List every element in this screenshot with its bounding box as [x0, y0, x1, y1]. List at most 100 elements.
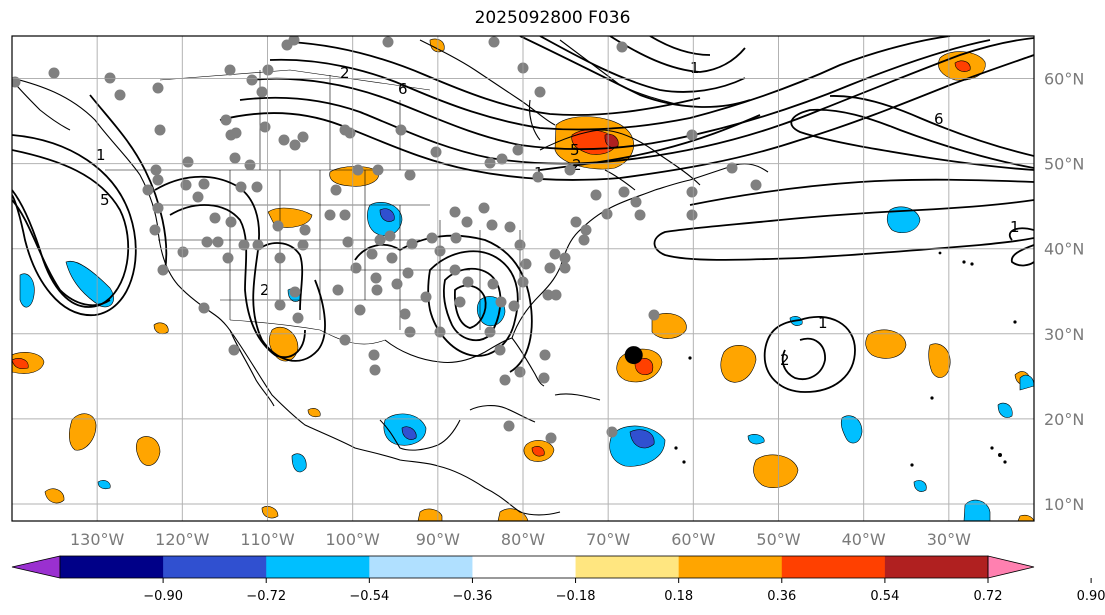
colorbar-tick-label: −0.54 — [349, 589, 389, 604]
colorbar-tick-label: −0.90 — [143, 589, 183, 604]
station-dot — [559, 252, 571, 264]
station-dot — [686, 129, 698, 141]
station-dot — [222, 252, 234, 264]
colorbar-segment — [60, 556, 164, 578]
station-dot — [272, 220, 284, 232]
lon-tick-label: 90°W — [416, 530, 460, 549]
lat-tick-label: 30°N — [1044, 325, 1084, 344]
contour-label: 1 — [96, 146, 106, 164]
colorbar-extend-low — [11, 555, 61, 579]
storm-center-marker — [624, 346, 643, 365]
station-dot — [344, 127, 356, 139]
station-dot — [484, 157, 496, 169]
station-dot — [152, 82, 164, 94]
station-dot — [534, 86, 546, 98]
lat-tick-label: 60°N — [1044, 70, 1084, 89]
station-dot — [114, 89, 126, 101]
station-dot — [426, 232, 438, 244]
lat-tick-label: 50°N — [1044, 155, 1084, 174]
station-dot — [550, 289, 562, 301]
station-dot — [544, 262, 556, 274]
station-dot — [274, 252, 286, 264]
lon-tick-label: 70°W — [586, 530, 630, 549]
station-dot — [225, 216, 237, 228]
station-dot — [235, 181, 247, 193]
station-dot — [386, 252, 398, 264]
colorbar-tick-label: −0.18 — [556, 589, 596, 604]
station-dot — [368, 349, 380, 361]
station-dot — [292, 312, 304, 324]
station-dot — [201, 236, 213, 248]
station-dot — [450, 232, 462, 244]
station-dot — [503, 420, 515, 432]
colorbar: −0.90 −0.72 −0.54 −0.36 −0.18 0.18 0.36 0.54 0.7… — [11, 555, 1105, 604]
station-dot — [252, 239, 264, 251]
station-dot — [48, 67, 60, 79]
station-dot — [330, 184, 342, 196]
station-dot — [352, 164, 364, 176]
lon-tick-label: 130°W — [70, 530, 125, 549]
station-dot — [180, 179, 192, 191]
station-dot — [399, 308, 411, 320]
station-dot — [229, 152, 241, 164]
colorbar-extend-high — [987, 555, 1035, 579]
station-dot — [495, 296, 507, 308]
station-dot — [634, 209, 646, 221]
station-dot — [512, 144, 524, 156]
station-dot — [484, 326, 496, 338]
station-dot — [354, 304, 366, 316]
station-dot — [198, 178, 210, 190]
station-dot — [299, 224, 311, 236]
station-dot — [449, 264, 461, 276]
station-dot — [289, 286, 301, 298]
lon-tick-label: 100°W — [325, 530, 380, 549]
station-dot — [370, 272, 382, 284]
station-dot — [601, 208, 613, 220]
station-dot — [256, 86, 268, 98]
colorbar-tick-label: 0.72 — [974, 589, 1003, 604]
colorbar-tick-label: −0.36 — [453, 589, 493, 604]
contour-label: 5 — [100, 191, 110, 209]
station-dot — [371, 284, 383, 296]
station-dot — [288, 36, 300, 46]
station-dot — [580, 224, 592, 236]
station-dot — [324, 209, 336, 221]
station-dot — [238, 239, 250, 251]
station-dot — [274, 299, 286, 311]
colorbar-segment — [163, 556, 267, 578]
station-dot — [228, 344, 240, 356]
station-dot — [198, 302, 210, 314]
lon-tick-label: 60°W — [671, 530, 715, 549]
station-dot — [578, 234, 590, 246]
map-title: 2025092800 F036 — [474, 8, 631, 28]
colorbar-segment — [884, 556, 989, 578]
station-dot — [150, 164, 162, 176]
station-dot — [606, 426, 618, 438]
station-dot — [496, 153, 508, 165]
station-dot — [402, 267, 414, 279]
colorbar-segment — [678, 556, 783, 578]
station-dot — [149, 224, 161, 236]
contour-label: 6 — [934, 110, 944, 128]
station-dot — [750, 179, 762, 191]
gridlines — [12, 36, 1034, 521]
station-dot — [618, 186, 630, 198]
station-dot — [372, 164, 384, 176]
station-dot — [487, 278, 499, 290]
station-dot — [142, 184, 154, 196]
contour-label: 2 — [780, 351, 790, 369]
station-dot — [246, 74, 258, 86]
map-frame — [11, 35, 1035, 522]
station-dot — [366, 248, 378, 260]
station-dot — [549, 248, 561, 260]
station-dot — [332, 284, 344, 296]
station-dot — [154, 124, 166, 136]
contour-label: 2 — [572, 156, 582, 174]
lat-tick-label: 10°N — [1044, 495, 1084, 514]
colorbar-segment — [369, 556, 473, 578]
station-dot — [478, 202, 490, 214]
station-dot — [12, 76, 21, 88]
station-dot — [434, 245, 446, 257]
station-dot — [454, 296, 466, 308]
